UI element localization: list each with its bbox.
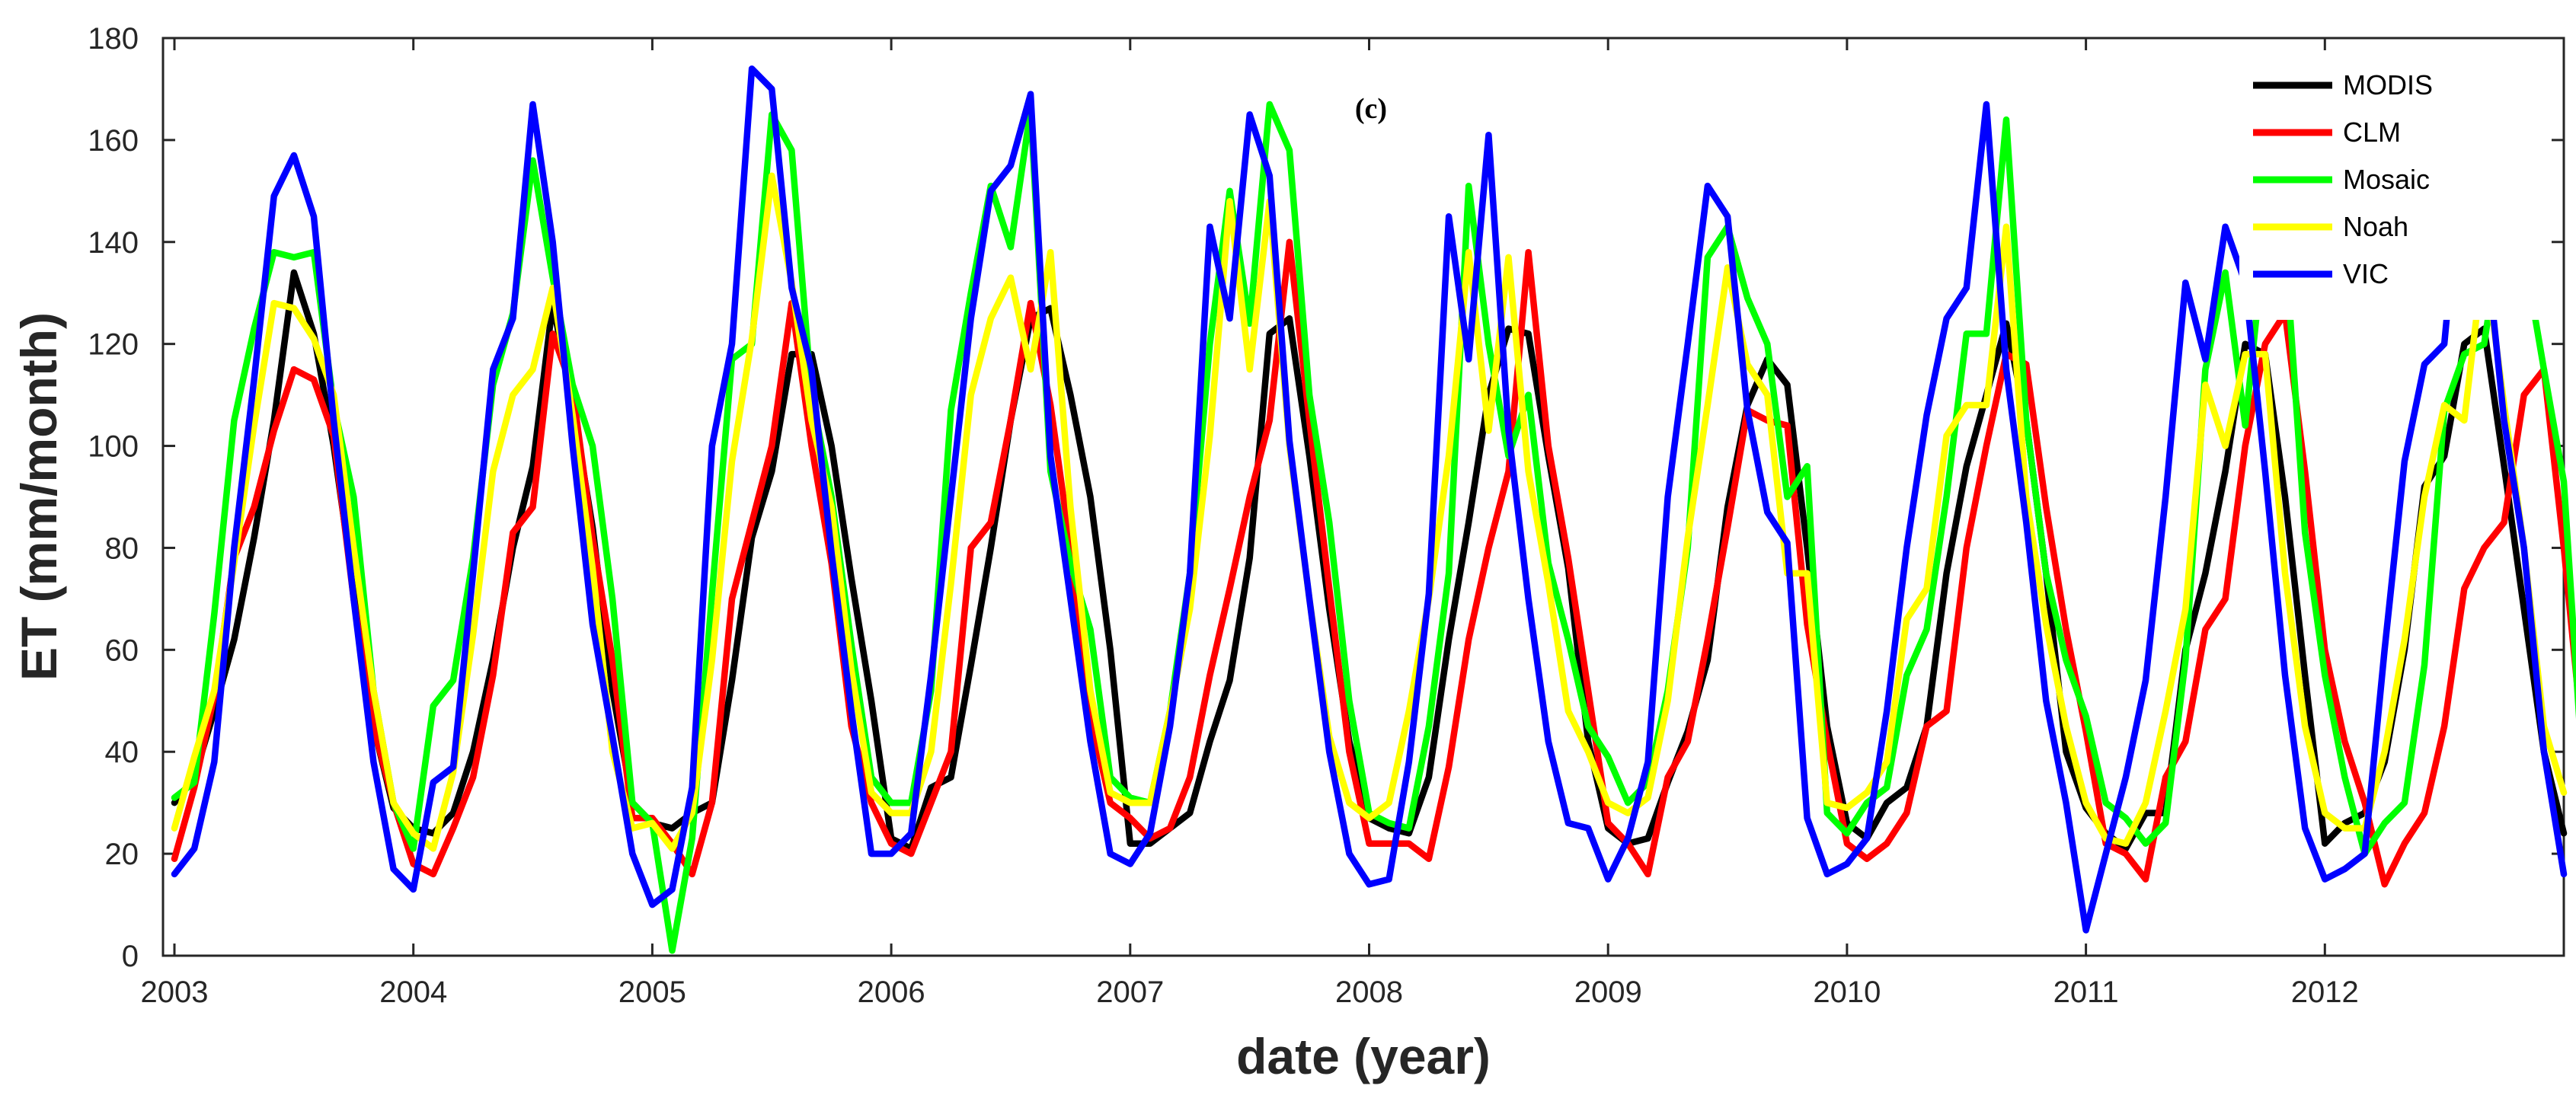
- y-tick-label: 80: [105, 532, 139, 565]
- legend-label: MODIS: [2343, 69, 2433, 101]
- legend-label: Mosaic: [2343, 164, 2430, 195]
- y-tick-label: 20: [105, 838, 139, 871]
- legend: MODIS CLM Mosaic Noah VIC: [2239, 53, 2552, 320]
- y-tick-label: 180: [88, 22, 139, 56]
- y-tick-label: 0: [122, 940, 139, 973]
- legend-label: VIC: [2343, 258, 2389, 289]
- legend-item-modis: MODIS: [2253, 69, 2433, 101]
- panel-label: (c): [1355, 93, 1387, 125]
- y-axis-title: ET (mm/month): [11, 312, 67, 681]
- x-tick-label: 2012: [2291, 975, 2359, 1009]
- legend-label: CLM: [2343, 117, 2401, 148]
- y-tick-label: 140: [88, 226, 139, 260]
- x-tick-label: 2003: [141, 975, 209, 1009]
- x-tick-label: 2010: [1813, 975, 1881, 1009]
- legend-item-clm: CLM: [2253, 117, 2401, 148]
- x-tick-label: 2009: [1574, 975, 1642, 1009]
- legend-item-mosaic: Mosaic: [2253, 164, 2430, 195]
- y-tick-label: 120: [88, 328, 139, 362]
- x-tick-label: 2004: [379, 975, 447, 1009]
- series-line-vic: [171, 65, 2568, 934]
- y-tick-label: 100: [88, 430, 139, 464]
- x-tick-label: 2007: [1096, 975, 1164, 1009]
- legend-label: Noah: [2343, 211, 2408, 242]
- y-tick-label: 40: [105, 736, 139, 769]
- legend-item-vic: VIC: [2253, 258, 2389, 289]
- x-tick-label: 2008: [1335, 975, 1403, 1009]
- legend-item-noah: Noah: [2253, 211, 2408, 242]
- x-axis-title: date (year): [1236, 1028, 1491, 1084]
- y-tick-label: 160: [88, 124, 139, 158]
- x-tick-label: 2006: [858, 975, 925, 1009]
- x-tick-label: 2011: [2053, 975, 2119, 1009]
- y-tick-label: 60: [105, 634, 139, 667]
- series-line-mosaic: [171, 101, 2576, 954]
- x-axis-ticks: 2003 2004 2005 2006 2007 2008 2009 2010 2011 2012: [141, 38, 2359, 1009]
- series-lines: [171, 65, 2576, 954]
- series-line-clm: [171, 238, 2576, 888]
- y-axis-ticks: 0 20 40 60 80 100 120 140 160 180: [88, 22, 2564, 973]
- x-tick-label: 2005: [618, 975, 686, 1009]
